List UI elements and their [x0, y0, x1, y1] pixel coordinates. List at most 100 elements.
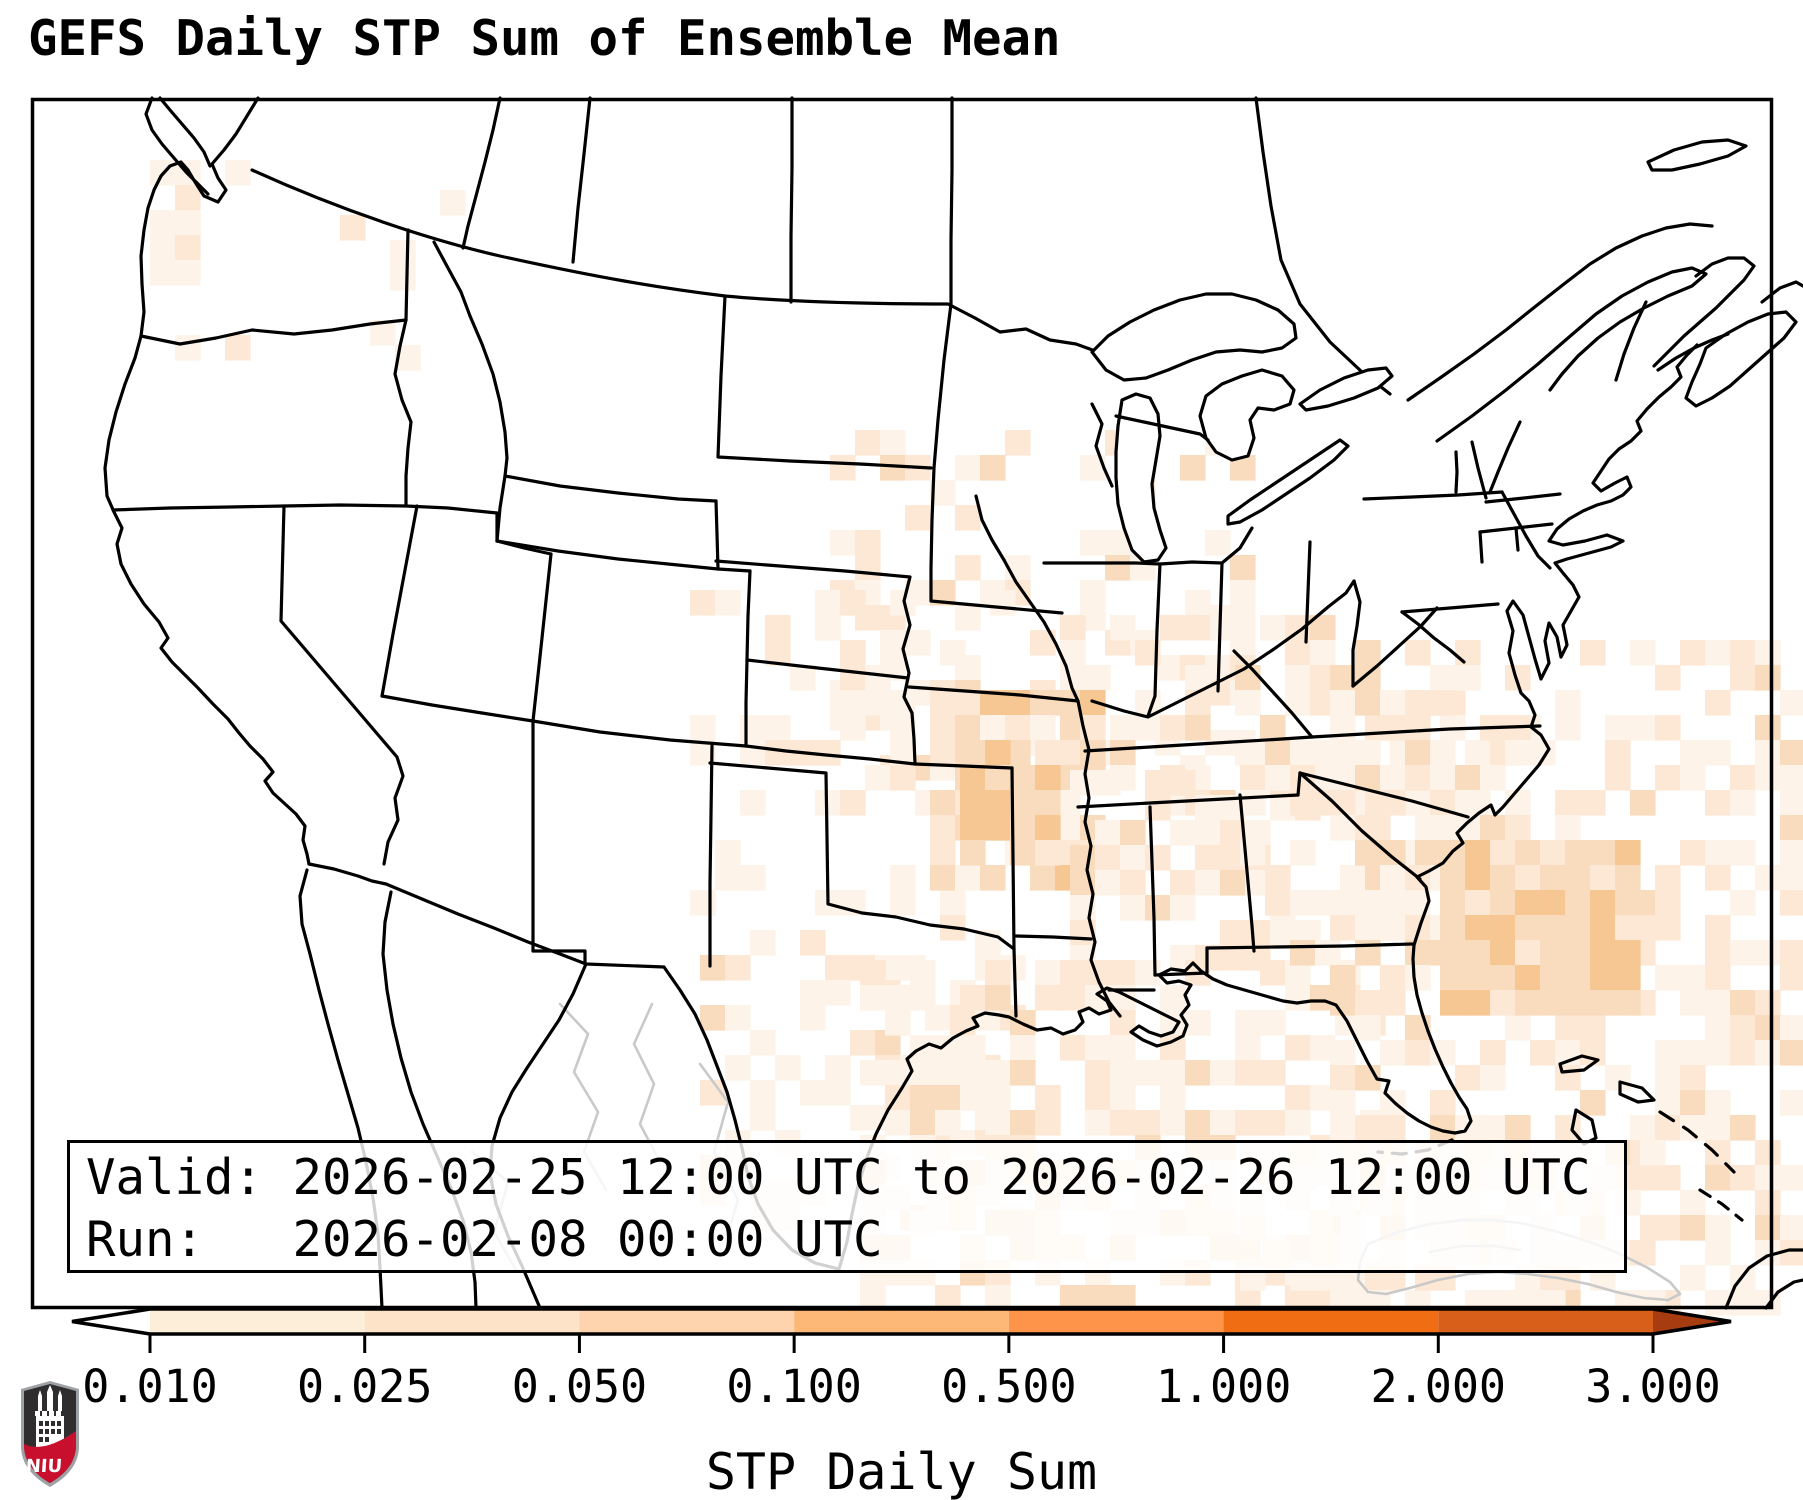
stp-cell [1070, 770, 1096, 796]
stp-cell [1185, 1010, 1211, 1036]
stp-cell [1035, 1110, 1061, 1136]
stp-cell [1170, 820, 1196, 846]
great-lakes [1090, 292, 1394, 564]
stp-cell [930, 740, 956, 766]
stp-cell [935, 1110, 961, 1136]
stp-cell [1095, 845, 1121, 871]
stp-cell [1580, 1090, 1606, 1116]
niu-castle-icon [35, 1385, 64, 1448]
stp-cell [1405, 740, 1431, 766]
stp-cell [1135, 1110, 1161, 1136]
stp-cell [1555, 715, 1581, 741]
stp-cell [960, 1060, 986, 1086]
stp-cell [1515, 965, 1541, 991]
stp-cell [1730, 840, 1756, 866]
stp-cell [1095, 820, 1121, 846]
stp-cell [690, 590, 716, 616]
stp-cell [225, 335, 251, 361]
stp-cell [1005, 715, 1031, 741]
stp-cell [880, 630, 906, 656]
stp-cell [930, 840, 956, 866]
stp-cell [690, 715, 716, 741]
stp-cell [910, 1085, 936, 1111]
stp-cell [1505, 1015, 1531, 1041]
stp-cell [850, 1105, 876, 1131]
stp-cell [1310, 640, 1336, 666]
stp-cell [1580, 790, 1606, 816]
stp-cell [960, 840, 986, 866]
stp-cell [1185, 590, 1211, 616]
stp-cell [1285, 1035, 1311, 1061]
stp-cell [1235, 690, 1261, 716]
stp-cell [1380, 965, 1406, 991]
stp-cell [1480, 1040, 1506, 1066]
stp-cell [1145, 895, 1171, 921]
stp-cell [1330, 1040, 1356, 1066]
ab-sk-border [571, 96, 592, 264]
stp-cell [1540, 890, 1566, 916]
stp-cell [1010, 1060, 1036, 1086]
stp-cell [715, 840, 741, 866]
st-lawrence-south-shore [1435, 266, 1708, 443]
stp-cell [855, 555, 881, 581]
stp-cell [1285, 985, 1311, 1011]
stp-cell [825, 980, 851, 1006]
stp-cell [1540, 865, 1566, 891]
lake-ontario [1298, 366, 1394, 412]
stp-cell [1655, 915, 1681, 941]
stp-cell [175, 210, 201, 236]
colorbar-tick-label: 3.000 [1585, 1360, 1721, 1413]
stp-cell [750, 1105, 776, 1131]
stp-cell [1160, 1110, 1186, 1136]
stp-cell [1355, 665, 1381, 691]
anticosti-island [1646, 138, 1748, 172]
stp-cell [1640, 1140, 1666, 1166]
stp-cell [1615, 865, 1641, 891]
stp-cell [1095, 870, 1121, 896]
stp-cell [825, 955, 851, 981]
stp-cell [1340, 890, 1366, 916]
stp-cell [1440, 965, 1466, 991]
stp-cell [910, 1110, 936, 1136]
stp-cell [1465, 890, 1491, 916]
stp-cell [1730, 1290, 1756, 1316]
stp-cell [1605, 765, 1631, 791]
niu-red-band [24, 1431, 76, 1483]
colorbar-over-arrow [1653, 1309, 1731, 1334]
stp-cell [1780, 765, 1803, 791]
stp-cell [1515, 990, 1541, 1016]
vancouver-island-east [158, 96, 212, 168]
stp-cell [1655, 1115, 1681, 1141]
stp-cell [1515, 940, 1541, 966]
stp-cell [1730, 1040, 1756, 1066]
stp-cell [390, 240, 416, 266]
stp-cell [1060, 1035, 1086, 1061]
stp-cell [1440, 890, 1466, 916]
stp-cell [1085, 1085, 1111, 1111]
stp-cell [1780, 790, 1803, 816]
stp-cell [1330, 740, 1356, 766]
gulf-atlantic-coast [837, 343, 1699, 1271]
stp-cell [1755, 1015, 1781, 1041]
stp-cell [1035, 790, 1061, 816]
stp-cell [725, 955, 751, 981]
stp-cell [1405, 765, 1431, 791]
stp-cell [1490, 865, 1516, 891]
stp-cell [1780, 1240, 1803, 1266]
stp-cell [825, 1055, 851, 1081]
stp-cell [940, 890, 966, 916]
stp-cell [1705, 865, 1731, 891]
stp-cell [1730, 990, 1756, 1016]
stp-cell [890, 890, 916, 916]
stp-cell [1780, 965, 1803, 991]
stp-cell [1330, 915, 1356, 941]
stp-cell [1210, 1110, 1236, 1136]
stp-cell [725, 1005, 751, 1031]
stp-cell [1060, 615, 1086, 641]
stp-cell [1680, 990, 1706, 1016]
stp-cell [150, 235, 176, 261]
colorbar-tick-label: 0.010 [82, 1360, 218, 1413]
stp-cell [1405, 965, 1431, 991]
stp-cell [1630, 1115, 1656, 1141]
